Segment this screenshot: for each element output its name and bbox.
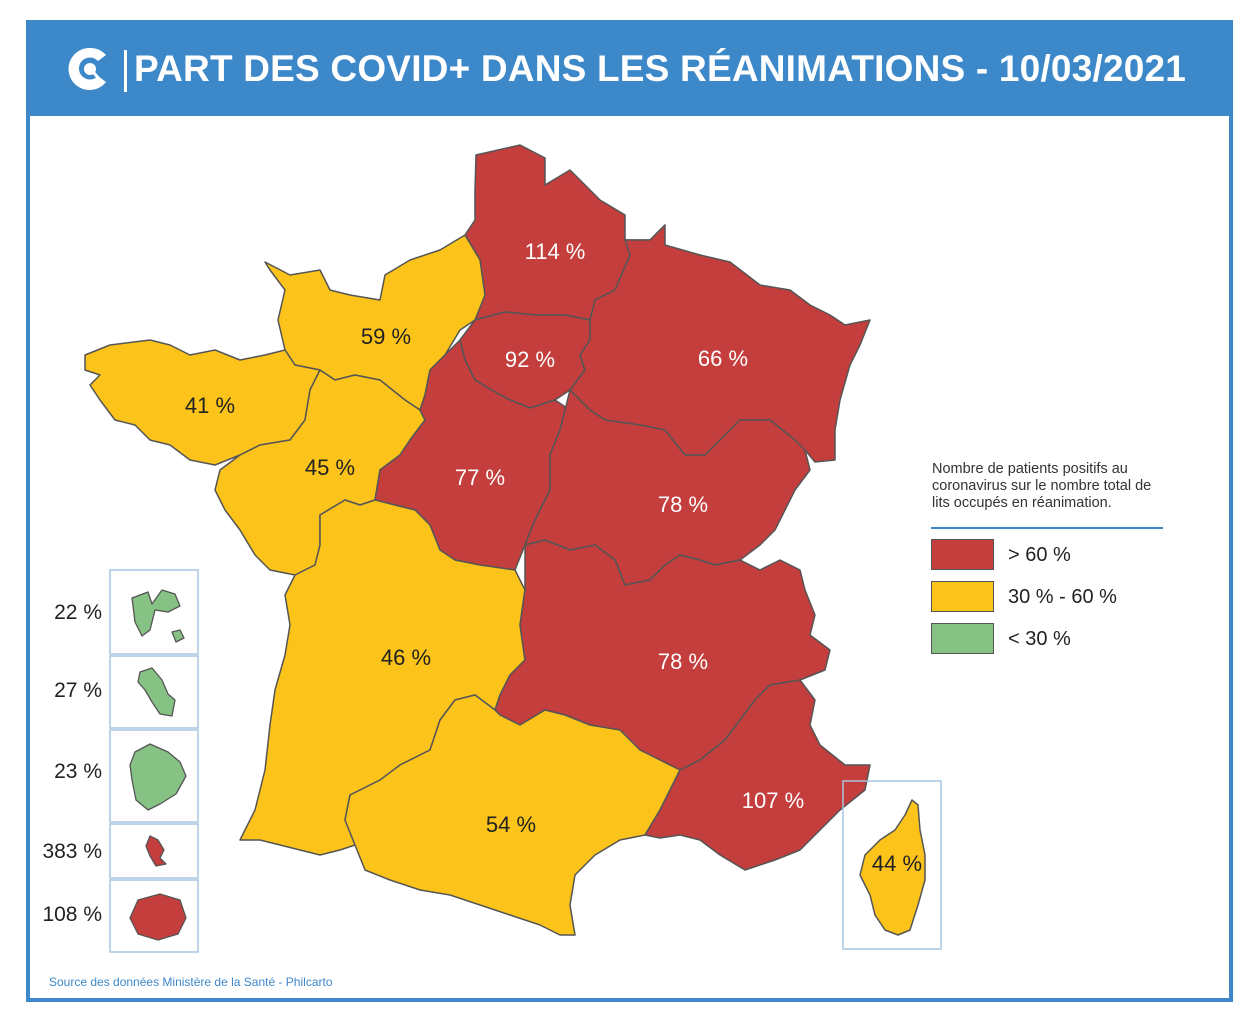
martinique-shape bbox=[137, 667, 176, 717]
legend-swatch-low bbox=[931, 623, 994, 654]
label-occitanie: 54 % bbox=[486, 812, 536, 837]
martinique-inset-frame bbox=[109, 655, 199, 729]
label-bretagne: 41 % bbox=[185, 393, 235, 418]
label-paca: 107 % bbox=[742, 788, 804, 813]
legend-label-high: > 60 % bbox=[1008, 544, 1071, 566]
legend-swatch-high bbox=[931, 539, 994, 570]
label-corse: 44 % bbox=[872, 851, 922, 876]
legend-label-low: < 30 % bbox=[1008, 628, 1071, 650]
legend-divider bbox=[931, 527, 1163, 529]
label-grand-est: 66 % bbox=[698, 346, 748, 371]
region-paca bbox=[644, 679, 871, 871]
guyane-shape bbox=[129, 743, 187, 811]
label-reunion: 108 % bbox=[42, 903, 102, 926]
label-nouvelle-aquitaine: 46 % bbox=[381, 645, 431, 670]
legend-swatch-medium bbox=[931, 581, 994, 612]
page-title: PART DES COVID+ DANS LES RÉANIMATIONS - … bbox=[134, 48, 1187, 89]
label-normandie: 59 % bbox=[361, 324, 411, 349]
guadeloupe-shape bbox=[131, 589, 185, 643]
label-martinique: 27 % bbox=[54, 679, 102, 702]
region-corse bbox=[859, 799, 926, 936]
mayotte-inset-frame bbox=[109, 823, 199, 879]
region-occitanie bbox=[344, 694, 681, 936]
label-auvergne-rhone-alpes: 78 % bbox=[658, 649, 708, 674]
source-note: Source des données Ministère de la Santé… bbox=[49, 975, 333, 989]
label-pays-de-la-loire: 45 % bbox=[305, 455, 355, 480]
label-bourgogne-franche-comte: 78 % bbox=[658, 492, 708, 517]
label-hauts-de-france: 114 % bbox=[525, 239, 586, 264]
legend-title: Nombre de patients positifs au coronavir… bbox=[932, 461, 1152, 511]
header-bar bbox=[26, 20, 1233, 116]
guadeloupe-inset-frame bbox=[109, 569, 199, 655]
guyane-inset-frame bbox=[109, 729, 199, 823]
logo-icon bbox=[68, 47, 106, 90]
reunion-shape bbox=[129, 893, 187, 941]
mayotte-shape bbox=[145, 835, 167, 867]
reunion-inset-frame bbox=[109, 879, 199, 953]
label-guadeloupe: 22 % bbox=[54, 601, 102, 624]
label-guyane: 23 % bbox=[54, 760, 102, 783]
legend-label-medium: 30 % - 60 % bbox=[1008, 586, 1117, 608]
label-mayotte: 383 % bbox=[42, 840, 102, 863]
label-centre-val-de-loire: 77 % bbox=[455, 465, 505, 490]
corse-inset-frame bbox=[842, 780, 942, 950]
logo-divider bbox=[124, 50, 127, 92]
label-ile-de-france: 92 % bbox=[505, 347, 555, 372]
